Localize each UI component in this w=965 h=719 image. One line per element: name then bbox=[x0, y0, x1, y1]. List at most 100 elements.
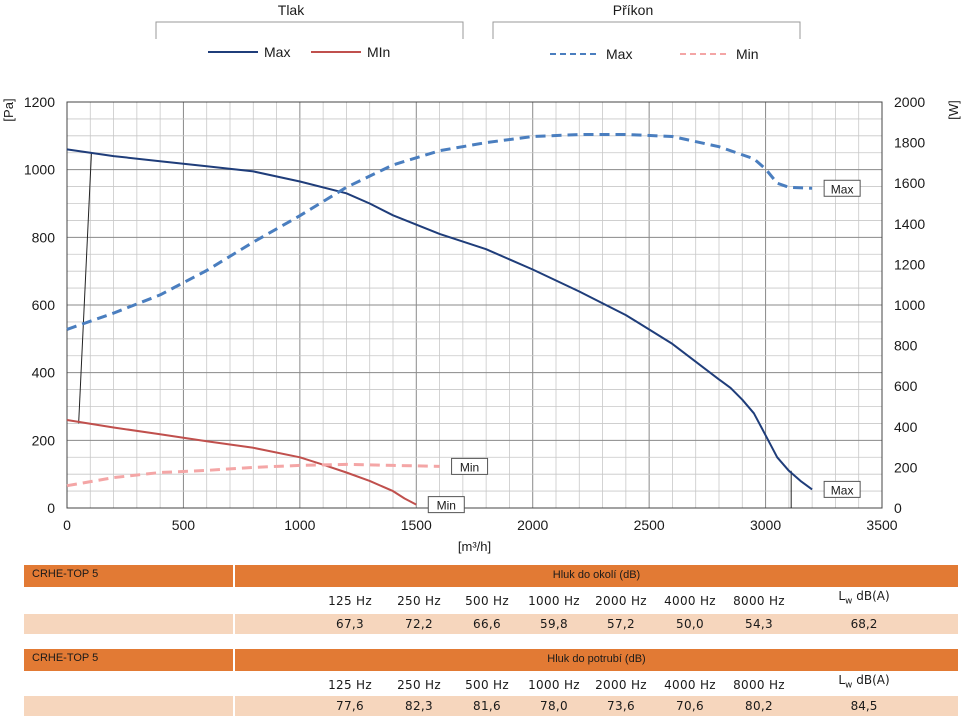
lw-value: 84,5 bbox=[850, 699, 878, 713]
freq-cell: 1000 Hz bbox=[528, 678, 580, 692]
x-tick-label: 1500 bbox=[401, 517, 432, 533]
value-cell: 50,0 bbox=[676, 617, 704, 631]
chart-grid bbox=[66, 101, 883, 509]
values-divider bbox=[233, 614, 235, 634]
freq-cell: 500 Hz bbox=[465, 678, 509, 692]
values-divider bbox=[233, 696, 235, 716]
chart-ticks: 0 500 1000 1500 2000 2500 3000 3500020040060080… bbox=[24, 94, 926, 533]
y-tick-label-left: 800 bbox=[32, 229, 56, 245]
end-label-box bbox=[451, 457, 489, 475]
y-tick-label-left: 0 bbox=[47, 500, 55, 516]
end-label-text: Max bbox=[831, 182, 854, 196]
lw-unit: dB(A) bbox=[852, 673, 890, 687]
x-tick-label: 2500 bbox=[634, 517, 665, 533]
legend-tlak-min-label: MIn bbox=[367, 44, 390, 60]
y-tick-label-right: 1400 bbox=[894, 216, 925, 232]
legend-prikon-bracket bbox=[492, 21, 801, 39]
lw-subscript: w bbox=[845, 680, 853, 691]
noise-table-duct: CRHE-TOP 5 Hluk do potrubí (dB) 125 Hz 2… bbox=[24, 649, 958, 719]
chart-series bbox=[66, 133, 813, 508]
plot-frame bbox=[66, 101, 883, 509]
value-cell: 77,6 bbox=[336, 699, 364, 713]
freq-cell: 1000 Hz bbox=[528, 594, 580, 608]
series-tlak-max bbox=[66, 148, 813, 491]
freq-cell: 4000 Hz bbox=[664, 594, 716, 608]
x-tick-label: 3500 bbox=[866, 517, 897, 533]
legend-prikon-min-label: Min bbox=[736, 46, 759, 62]
value-cell: 81,6 bbox=[473, 699, 501, 713]
x-tick-label: 500 bbox=[172, 517, 196, 533]
end-label-text: Max bbox=[831, 483, 854, 497]
value-cell: 70,6 bbox=[676, 699, 704, 713]
x-tick-label: 0 bbox=[63, 517, 71, 533]
value-cell: 73,6 bbox=[607, 699, 635, 713]
x-axis-label: [m³/h] bbox=[458, 539, 491, 554]
y-tick-label-right: 200 bbox=[894, 459, 918, 475]
fan-performance-chart: Tlak Max MIn Příkon Max Min 0 500 1000 1500… bbox=[1, 2, 961, 554]
y-tick-label-left: 1000 bbox=[24, 162, 55, 178]
frequency-row: 125 Hz 250 Hz 500 Hz 1000 Hz 2000 Hz 400… bbox=[24, 673, 958, 695]
freq-cell: 125 Hz bbox=[328, 594, 372, 608]
frequency-row: 125 Hz 250 Hz 500 Hz 1000 Hz 2000 Hz 400… bbox=[24, 589, 958, 611]
value-cell: 59,8 bbox=[540, 617, 568, 631]
lw-symbol: L bbox=[838, 673, 846, 687]
freq-cell: 125 Hz bbox=[328, 678, 372, 692]
x-tick-label: 1000 bbox=[284, 517, 315, 533]
y-tick-label-right: 800 bbox=[894, 338, 918, 354]
lw-subscript: w bbox=[845, 596, 853, 607]
lw-header: Lw dB(A) bbox=[819, 589, 909, 606]
y-tick-label-right: 1600 bbox=[894, 175, 925, 191]
freq-cell: 2000 Hz bbox=[595, 678, 647, 692]
y-tick-label-left: 1200 bbox=[24, 94, 55, 110]
freq-cell: 500 Hz bbox=[465, 594, 509, 608]
axis-labels: [Pa] [W] [m³/h] bbox=[1, 98, 961, 554]
x-tick-label: 3000 bbox=[750, 517, 781, 533]
model-name: CRHE-TOP 5 bbox=[32, 568, 99, 580]
table-title: Hluk do potrubí (dB) bbox=[547, 653, 646, 665]
y-tick-label-left: 600 bbox=[32, 297, 56, 313]
legend: Tlak Max MIn Příkon Max Min bbox=[155, 2, 801, 62]
y-tick-label-right: 1200 bbox=[894, 256, 925, 272]
end-label-text: Min bbox=[460, 460, 479, 474]
y-tick-label-left: 200 bbox=[32, 432, 56, 448]
table-title: Hluk do okolí (dB) bbox=[552, 569, 641, 581]
y-tick-label-right: 0 bbox=[894, 500, 902, 516]
reference-line bbox=[78, 152, 92, 424]
lw-header: Lw dB(A) bbox=[819, 673, 909, 690]
value-cell: 54,3 bbox=[745, 617, 773, 631]
value-cell: 57,2 bbox=[607, 617, 635, 631]
end-label-box bbox=[427, 496, 465, 514]
y-tick-label-left: 400 bbox=[32, 365, 56, 381]
value-cell: 82,3 bbox=[405, 699, 433, 713]
y-axis-label-right: [W] bbox=[946, 100, 961, 120]
values-row: 67,3 72,2 66,6 59,8 57,2 50,0 54,3 68,2 bbox=[24, 614, 958, 634]
header-divider bbox=[233, 565, 235, 587]
legend-tlak-max-label: Max bbox=[264, 44, 290, 60]
series-end-labels: Max Min Max Min bbox=[427, 179, 861, 514]
freq-cell: 250 Hz bbox=[397, 594, 441, 608]
y-tick-label-right: 1000 bbox=[894, 297, 925, 313]
legend-prikon-max-label: Max bbox=[606, 46, 632, 62]
freq-cell: 8000 Hz bbox=[733, 678, 785, 692]
model-name: CRHE-TOP 5 bbox=[32, 652, 99, 664]
lw-symbol: L bbox=[838, 589, 846, 603]
series-tlak-min bbox=[66, 419, 417, 506]
y-tick-label-right: 600 bbox=[894, 378, 918, 394]
header-divider bbox=[233, 649, 235, 671]
y-axis-label-left: [Pa] bbox=[1, 98, 16, 121]
freq-cell: 8000 Hz bbox=[733, 594, 785, 608]
value-cell: 66,6 bbox=[473, 617, 501, 631]
noise-table-ambient: CRHE-TOP 5 Hluk do okolí (dB) 125 Hz 250… bbox=[24, 565, 958, 637]
value-cell: 78,0 bbox=[540, 699, 568, 713]
value-cell: 67,3 bbox=[336, 617, 364, 631]
y-tick-label-right: 400 bbox=[894, 419, 918, 435]
legend-tlak-title: Tlak bbox=[278, 2, 305, 18]
series-prikon-min bbox=[66, 462, 440, 488]
legend-prikon-title: Příkon bbox=[613, 2, 653, 18]
series-end-label: Max bbox=[823, 179, 861, 197]
y-tick-label-right: 1800 bbox=[894, 135, 925, 151]
series-end-label: Min bbox=[451, 457, 489, 475]
freq-cell: 250 Hz bbox=[397, 678, 441, 692]
y-tick-label-right: 2000 bbox=[894, 94, 925, 110]
series-end-label: Min bbox=[427, 496, 465, 514]
